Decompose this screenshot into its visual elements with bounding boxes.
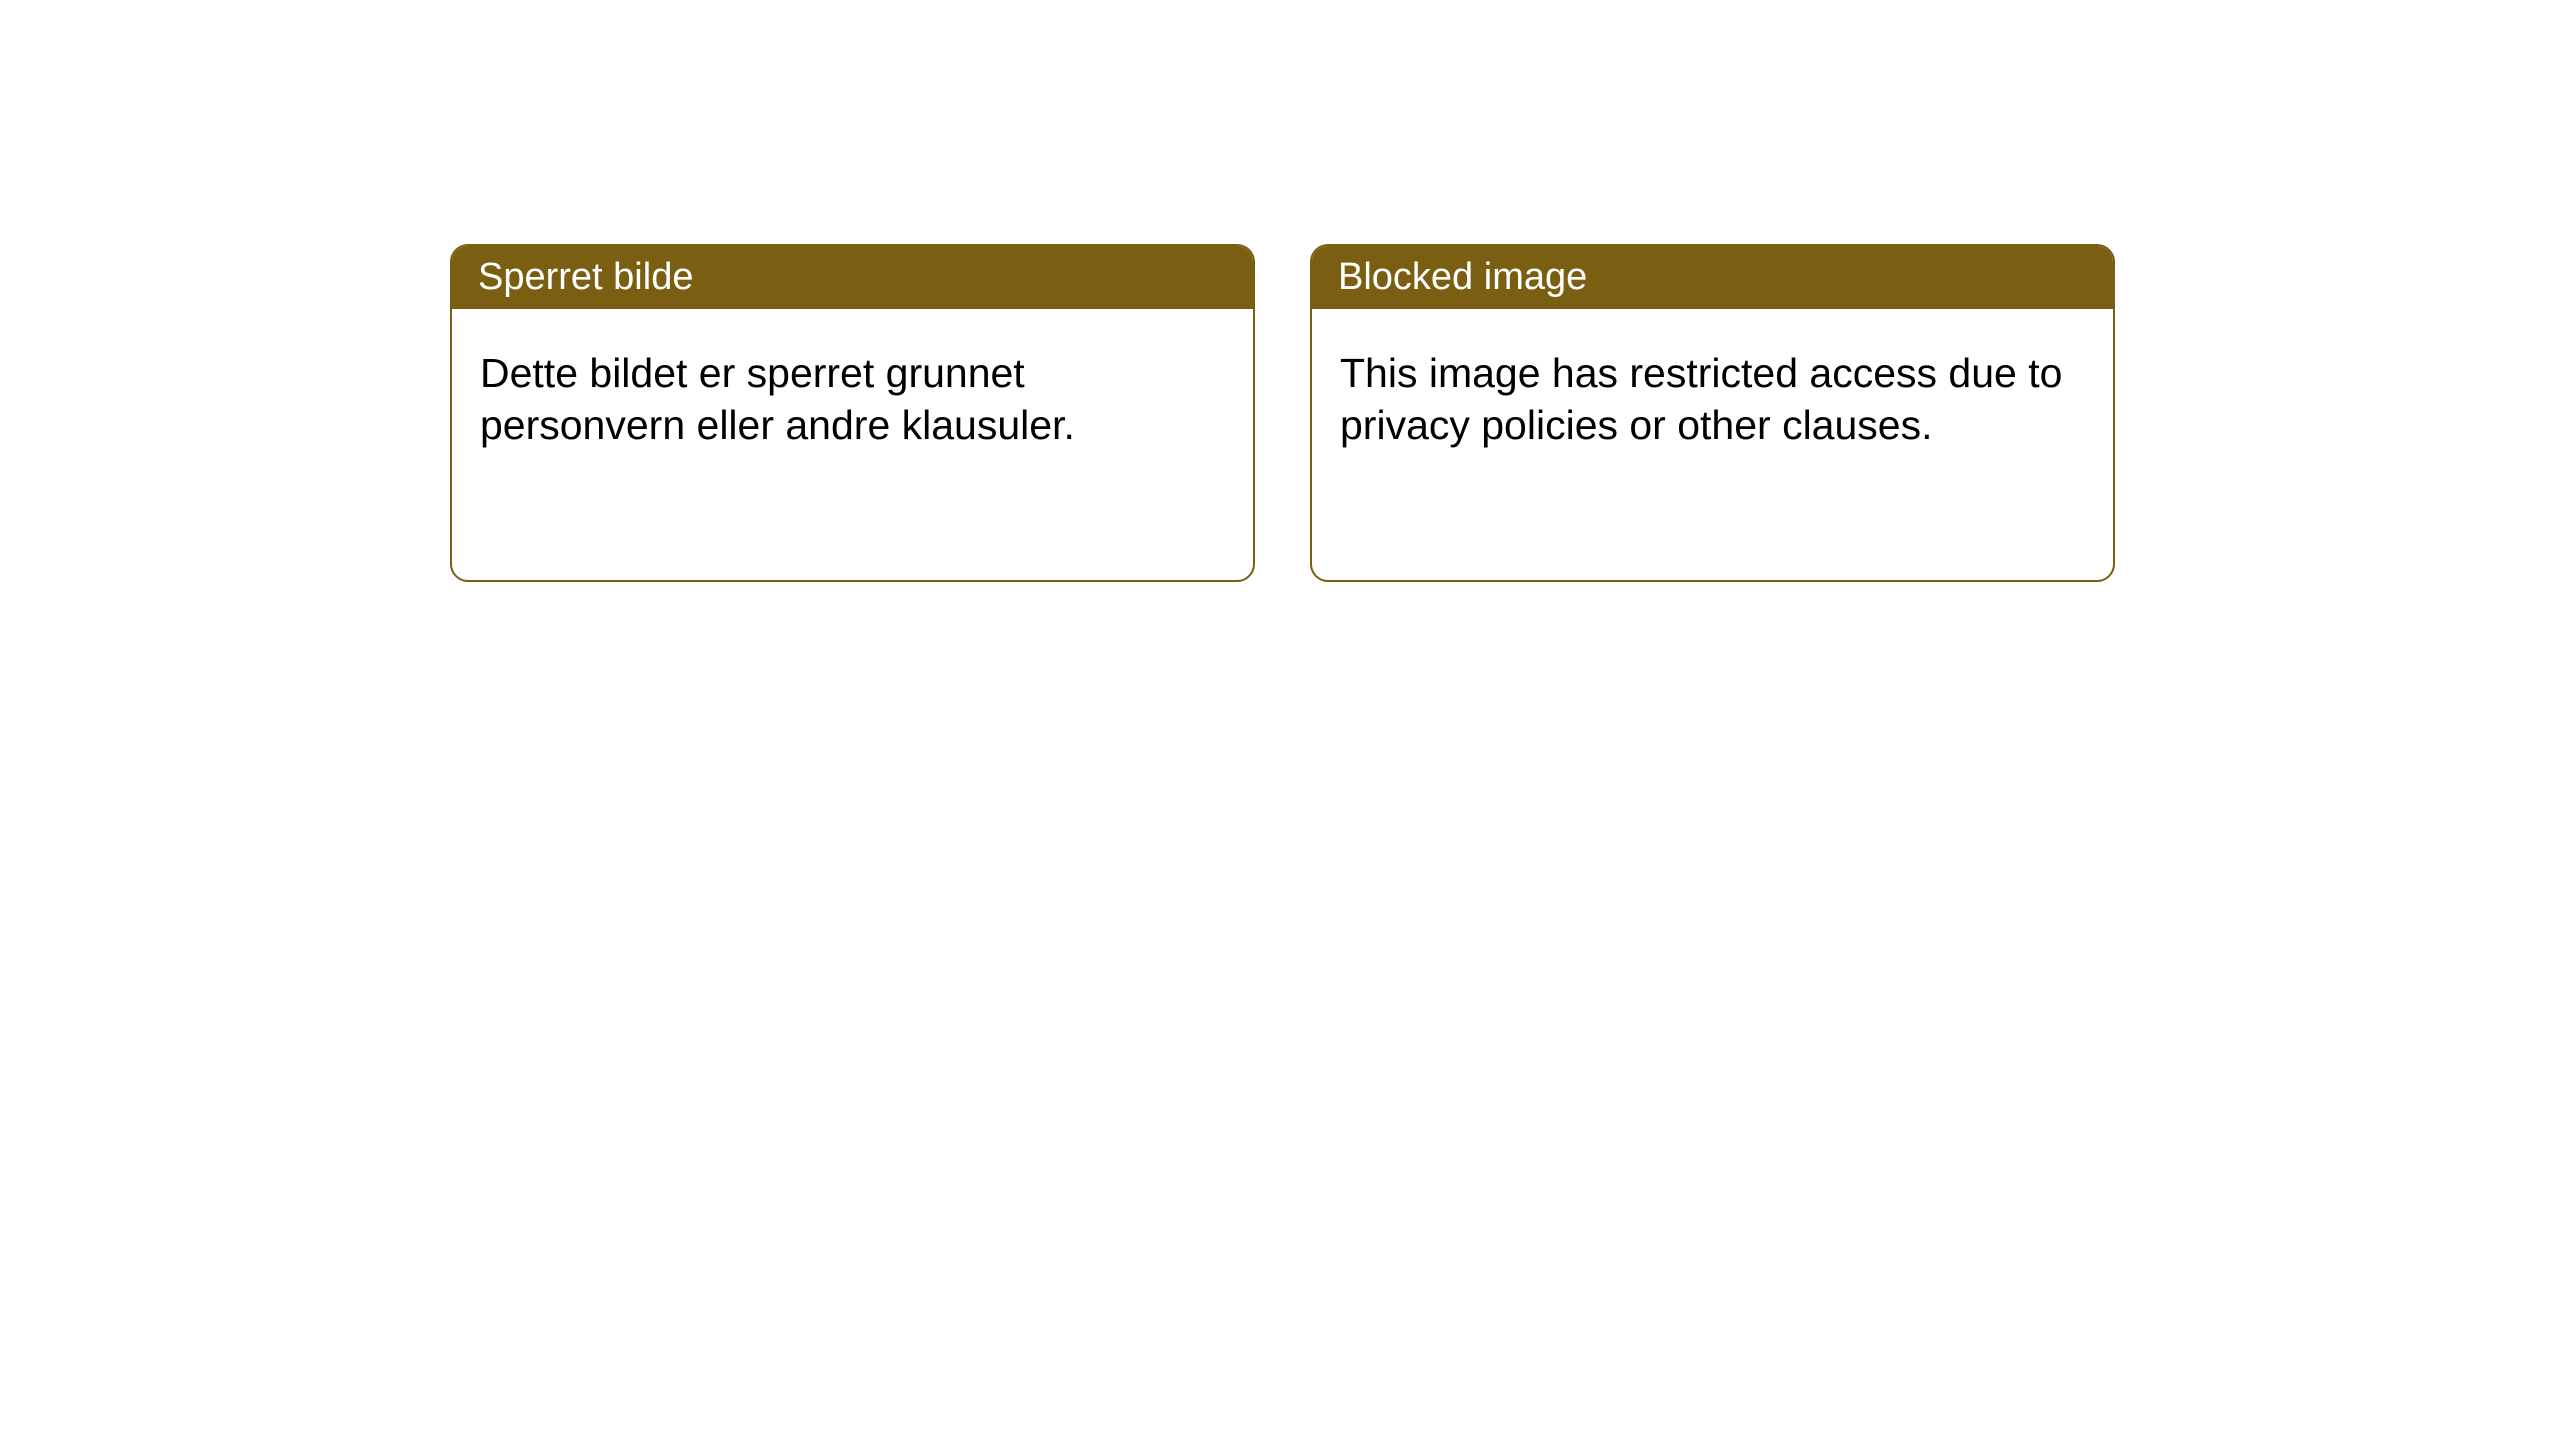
- blocked-image-card-english: Blocked image This image has restricted …: [1310, 244, 2115, 582]
- blocked-image-card-norwegian: Sperret bilde Dette bildet er sperret gr…: [450, 244, 1255, 582]
- card-body-english: This image has restricted access due to …: [1312, 309, 2113, 490]
- notice-container: Sperret bilde Dette bildet er sperret gr…: [0, 0, 2560, 582]
- card-body-norwegian: Dette bildet er sperret grunnet personve…: [452, 309, 1253, 490]
- card-header-norwegian: Sperret bilde: [452, 246, 1253, 309]
- card-header-english: Blocked image: [1312, 246, 2113, 309]
